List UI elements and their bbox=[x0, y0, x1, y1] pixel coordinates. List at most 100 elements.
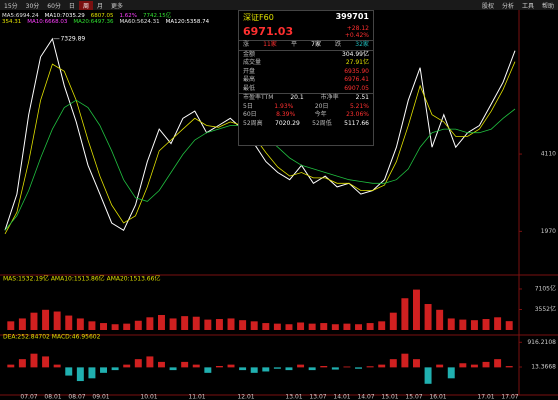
bar bbox=[470, 320, 478, 330]
bar bbox=[134, 320, 142, 330]
stat-label: 60日 bbox=[243, 111, 257, 118]
menu-item[interactable]: 分析 bbox=[501, 2, 514, 10]
bar bbox=[169, 367, 177, 371]
bar bbox=[146, 317, 154, 330]
bar bbox=[65, 315, 73, 330]
bar bbox=[389, 359, 397, 368]
peak-annotation: 7329.89 bbox=[60, 35, 85, 42]
x-tick-label: 07.07 bbox=[20, 394, 37, 400]
bar bbox=[401, 353, 409, 368]
period-tab[interactable]: 日 bbox=[68, 2, 75, 10]
stat-value: 23.06% bbox=[346, 111, 369, 118]
quote-label: 金额 bbox=[243, 50, 256, 58]
y-tick-label: 916.2108 bbox=[527, 339, 556, 346]
bar bbox=[18, 359, 26, 368]
stat-label: 52周高 bbox=[243, 119, 263, 127]
menu-item[interactable]: 工具 bbox=[521, 2, 534, 10]
bar bbox=[123, 323, 131, 330]
bar bbox=[169, 318, 177, 330]
bar bbox=[343, 323, 351, 330]
bar bbox=[192, 316, 200, 330]
bar bbox=[494, 359, 502, 368]
bar bbox=[53, 364, 61, 368]
change: +28.12 bbox=[346, 25, 369, 32]
period-tab[interactable]: 60分 bbox=[47, 2, 61, 10]
stat-value: 8.39% bbox=[276, 111, 296, 118]
quote-label: 开盘 bbox=[243, 67, 256, 75]
bar bbox=[76, 318, 84, 330]
bar bbox=[413, 289, 420, 330]
y-tick-label: 3552亿 bbox=[535, 305, 556, 313]
stat-value: 5.21% bbox=[349, 102, 369, 110]
bar bbox=[111, 324, 119, 330]
bar bbox=[494, 317, 502, 330]
bar bbox=[459, 363, 467, 368]
stat-row: 52周高 7020.29 52周低 5117.66 bbox=[239, 120, 373, 129]
bar bbox=[250, 367, 258, 373]
bar bbox=[7, 321, 15, 330]
period-tab[interactable]: 更多 bbox=[110, 2, 123, 10]
bar bbox=[273, 323, 281, 330]
price-line bbox=[4, 37, 516, 232]
quote-rows: 金额 304.99亿 成交量 27.91亿 开盘 6935.90 最高 6976.41 最低 69… bbox=[239, 51, 373, 94]
period-tab[interactable]: 30分 bbox=[25, 2, 40, 10]
bar bbox=[204, 367, 212, 373]
stats: 市盈率TTM 20.1 市净率 2.51 5日 1.93% 20日 5.21% 60日 8.39%… bbox=[239, 93, 373, 128]
bar bbox=[158, 314, 165, 330]
bar bbox=[227, 364, 235, 368]
bar bbox=[65, 367, 73, 376]
bar bbox=[192, 364, 200, 368]
panel-title: DEA:252.84702 MACD:46.95602 bbox=[3, 334, 101, 341]
period-tab[interactable]: 周 bbox=[78, 0, 93, 10]
bar bbox=[505, 321, 513, 330]
bar bbox=[355, 324, 362, 330]
period-tab[interactable]: 15分 bbox=[4, 2, 18, 10]
stat-value: 5117.66 bbox=[344, 119, 369, 127]
indicator: MA10:7035.29 bbox=[44, 13, 85, 19]
menu: 股权 分析 工具 帮助 bbox=[478, 1, 558, 10]
bar bbox=[482, 319, 490, 330]
period-tab[interactable]: 月 bbox=[96, 2, 103, 10]
bar bbox=[239, 320, 247, 330]
bar bbox=[88, 321, 96, 330]
bar bbox=[343, 366, 351, 368]
bar bbox=[227, 318, 235, 330]
menu-item[interactable]: 股权 bbox=[481, 2, 494, 10]
quote-value: 6907.05 bbox=[344, 84, 369, 92]
bar bbox=[401, 298, 409, 330]
bar bbox=[331, 324, 339, 330]
bar bbox=[76, 367, 84, 382]
stat-value: 20.1 bbox=[290, 94, 304, 101]
bar bbox=[505, 366, 513, 368]
y-tick-label: 1970 bbox=[541, 228, 556, 235]
breadth-item: 7家 bbox=[311, 41, 321, 48]
menu-item[interactable]: 帮助 bbox=[541, 2, 554, 10]
bar bbox=[7, 364, 15, 368]
change-pct: +0.42% bbox=[344, 32, 369, 39]
bar bbox=[378, 321, 386, 330]
bar bbox=[30, 353, 38, 368]
bar bbox=[158, 361, 165, 368]
stat-row: 5日 1.93% 20日 5.21% bbox=[239, 103, 373, 112]
bar bbox=[320, 323, 328, 330]
indicator-row: MA5:6994.24 MA10:7035.29 6807.05 1.62% 7742.… bbox=[2, 11, 177, 19]
breadth-item: 跌 bbox=[335, 41, 342, 48]
panel-title: MAS:1532.19亿 AMA10:1513.86亿 AMA20:1513.6… bbox=[3, 275, 160, 283]
x-tick-label: 13.01 bbox=[285, 394, 302, 400]
bar bbox=[215, 366, 223, 368]
bar bbox=[42, 309, 50, 330]
quote-label: 最低 bbox=[243, 84, 256, 92]
stock-name: 深证F60 bbox=[243, 13, 274, 22]
stat-row: 60日 8.39% 今年 23.06% bbox=[239, 111, 373, 120]
x-tick-label: 15.07 bbox=[405, 394, 422, 400]
toolbar: 15分 30分 60分日周月更多 股权 分析 工具 帮助 bbox=[0, 0, 558, 10]
bar bbox=[239, 367, 247, 371]
indicator: 7742.15亿 bbox=[142, 13, 172, 19]
bar bbox=[250, 321, 258, 330]
bar bbox=[355, 367, 362, 369]
stat-row: 市盈率TTM 20.1 市净率 2.51 bbox=[239, 94, 373, 103]
breadth: 涨 11家 平 7家 跌 32家 bbox=[239, 40, 373, 51]
bar bbox=[447, 318, 455, 330]
quote-row: 金额 304.99亿 bbox=[239, 51, 373, 60]
bar bbox=[100, 367, 107, 373]
